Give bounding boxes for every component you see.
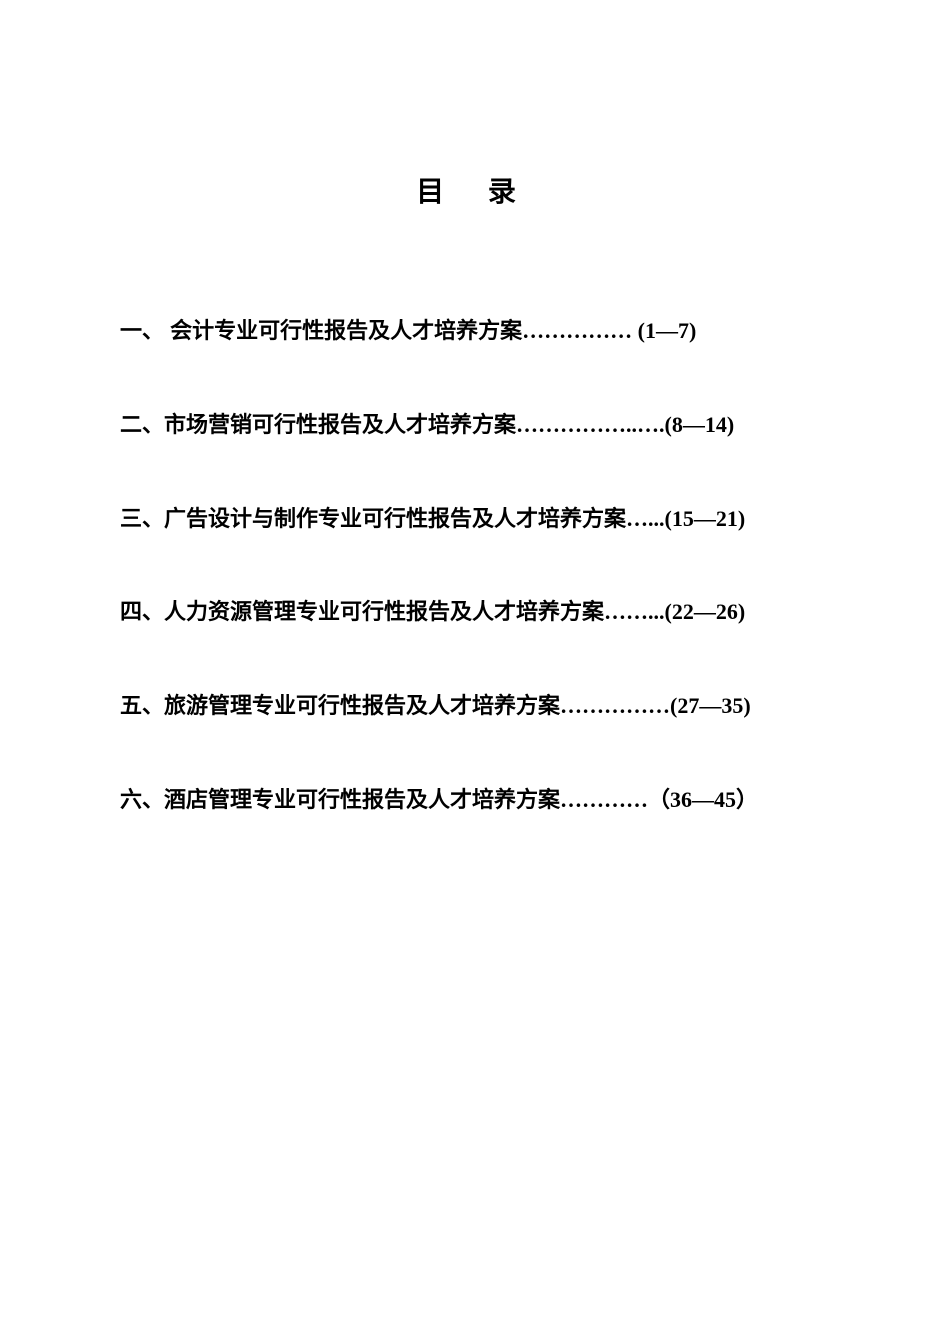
toc-page-end: 7 <box>678 318 689 343</box>
toc-entry-1: 一、 会计专业可行性报告及人才培养方案…………… (1—7) <box>120 310 830 352</box>
toc-leader: …... <box>626 506 665 531</box>
toc-entry-label: 会计专业可行性报告及人才培养方案 <box>164 318 522 343</box>
toc-page-start: 1 <box>645 318 656 343</box>
toc-page-start: 36 <box>670 787 692 812</box>
toc-page-start: 27 <box>677 693 699 718</box>
toc-leader: …………… <box>560 693 670 718</box>
toc-page-start: 8 <box>672 412 683 437</box>
toc-page-dash: — <box>683 412 705 437</box>
toc-page-prefix: ( <box>632 318 645 343</box>
toc-entry-label: 市场营销可行性报告及人才培养方案 <box>164 412 516 437</box>
toc-entry-number: 六、 <box>120 787 164 812</box>
toc-title: 目 录 <box>120 170 830 210</box>
toc-page-suffix: ) <box>743 693 750 718</box>
toc-page-prefix: ( <box>665 599 672 624</box>
toc-leader: …………… <box>522 318 632 343</box>
toc-entry-number: 三、 <box>120 506 164 531</box>
toc-entry-3: 三、广告设计与制作专业可行性报告及人才培养方案…...(15—21) <box>120 498 830 540</box>
toc-entry-5: 五、旅游管理专业可行性报告及人才培养方案……………(27—35) <box>120 685 830 727</box>
document-page: 目 录 一、 会计专业可行性报告及人才培养方案…………… (1—7) 二、市场营… <box>0 0 950 821</box>
toc-page-prefix: ( <box>665 412 672 437</box>
toc-entry-label: 人力资源管理专业可行性报告及人才培养方案 <box>164 599 604 624</box>
toc-entry-4: 四、人力资源管理专业可行性报告及人才培养方案……...(22—26) <box>120 591 830 633</box>
toc-entry-number: 一、 <box>120 318 164 343</box>
toc-page-dash: — <box>694 599 716 624</box>
toc-page-end: 21 <box>716 506 738 531</box>
toc-page-dash: — <box>656 318 678 343</box>
toc-page-dash: — <box>692 787 714 812</box>
toc-page-start: 15 <box>672 506 694 531</box>
toc-entry-label: 旅游管理专业可行性报告及人才培养方案 <box>164 693 560 718</box>
toc-page-suffix: ) <box>727 412 734 437</box>
toc-entry-label: 酒店管理专业可行性报告及人才培养方案 <box>164 787 560 812</box>
toc-entry-number: 二、 <box>120 412 164 437</box>
toc-entry-number: 五、 <box>120 693 164 718</box>
toc-page-prefix: ( <box>665 506 672 531</box>
toc-page-end: 26 <box>716 599 738 624</box>
toc-page-dash: — <box>699 693 721 718</box>
toc-page-end: 45 <box>714 787 736 812</box>
toc-page-suffix: ) <box>738 599 745 624</box>
toc-leader: ……………..…. <box>516 412 665 437</box>
toc-page-prefix: （ <box>648 787 670 812</box>
toc-page-start: 22 <box>672 599 694 624</box>
toc-leader: ……... <box>604 599 665 624</box>
toc-page-suffix: ) <box>689 318 696 343</box>
toc-page-suffix: ） <box>736 787 758 812</box>
toc-entry-label: 广告设计与制作专业可行性报告及人才培养方案 <box>164 506 626 531</box>
toc-entry-number: 四、 <box>120 599 164 624</box>
toc-entry-2: 二、市场营销可行性报告及人才培养方案……………..….(8—14) <box>120 404 830 446</box>
toc-page-dash: — <box>694 506 716 531</box>
toc-leader: ………… <box>560 787 648 812</box>
toc-page-end: 35 <box>721 693 743 718</box>
toc-page-end: 14 <box>705 412 727 437</box>
toc-page-suffix: ) <box>738 506 745 531</box>
toc-entry-6: 六、酒店管理专业可行性报告及人才培养方案…………（36—45） <box>120 779 830 821</box>
